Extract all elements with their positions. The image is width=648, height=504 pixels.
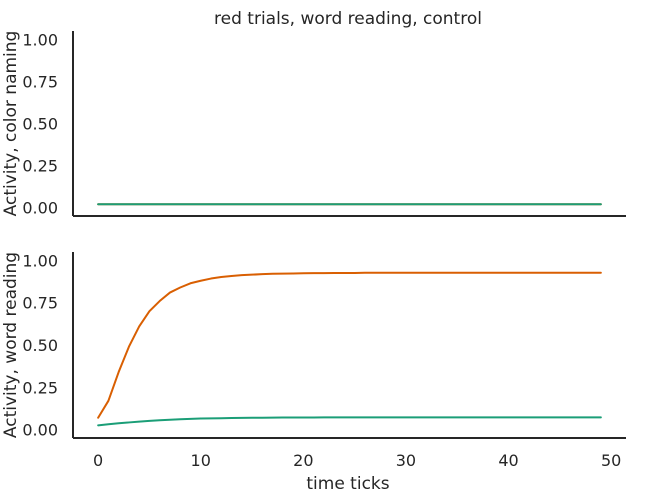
y-tick-label: 0.25 <box>22 157 58 176</box>
series-line <box>97 271 602 419</box>
y-tick-label: 0.50 <box>22 115 58 134</box>
y-tick-label: 1.00 <box>22 30 58 49</box>
x-tick-label: 10 <box>191 451 211 470</box>
x-tick-label: 30 <box>396 451 416 470</box>
x-axis-label: time ticks <box>306 474 389 494</box>
x-tick-label: 0 <box>93 451 103 470</box>
y-axis-label: Activity, color naming <box>1 31 21 217</box>
x-tick-label: 40 <box>498 451 518 470</box>
y-tick-label: 0.00 <box>22 199 58 218</box>
y-tick-label: 0.75 <box>22 294 58 313</box>
y-tick-label: 0.75 <box>22 72 58 91</box>
y-tick-label: 0.25 <box>22 378 58 397</box>
y-tick-label: 0.00 <box>22 421 58 440</box>
y-tick-label: 0.50 <box>22 336 58 355</box>
series-line <box>97 416 602 427</box>
x-tick-label: 50 <box>601 451 621 470</box>
bottom-panel: 0.00 0.25 0.50 0.75 1.00 0 10 20 30 40 50 Activity,… <box>1 251 626 470</box>
chart-title: red trials, word reading, control <box>214 9 482 29</box>
y-tick-label: 1.00 <box>22 251 58 270</box>
y-axis-label: Activity, word reading <box>1 252 21 438</box>
x-tick-label: 20 <box>293 451 313 470</box>
